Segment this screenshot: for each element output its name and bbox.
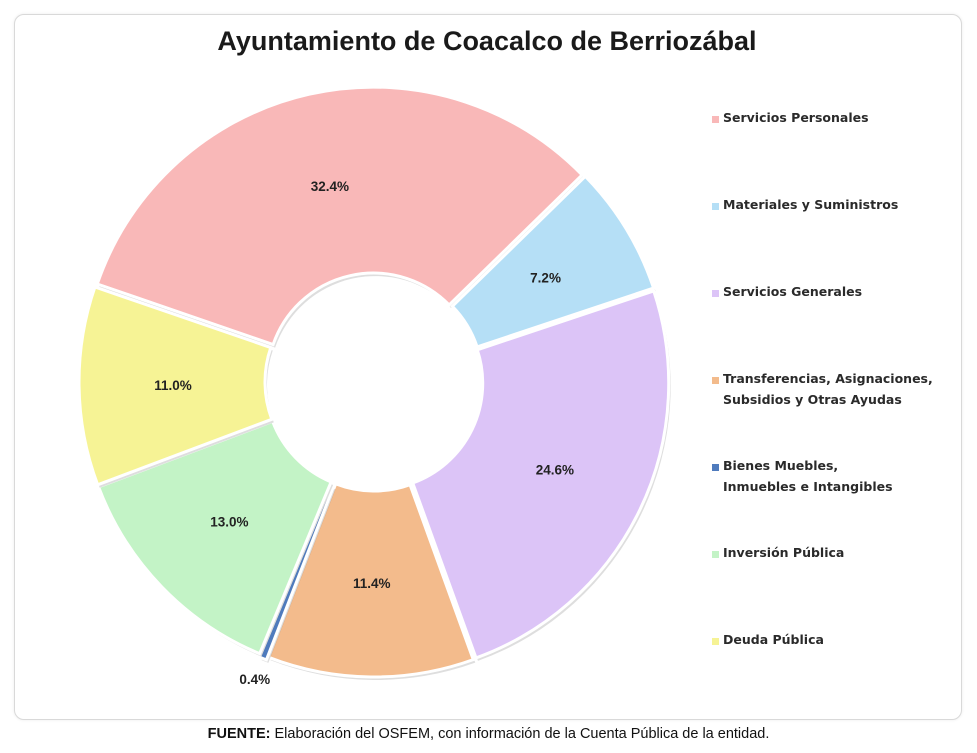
- legend-label-servicios-personales: Servicios Personales: [723, 110, 869, 125]
- slice-servicios-personales: [95, 85, 585, 347]
- legend-label-inversion-publica: Inversión Pública: [723, 545, 845, 560]
- legend-label-materiales-y-suministros: Materiales y Suministros: [723, 197, 899, 212]
- source-text: Elaboración del OSFEM, con información d…: [270, 726, 770, 742]
- slice-deuda-publica: [77, 285, 274, 487]
- legend-label-bienes-muebles-inmuebles-e-intangibles: Bienes Muebles, Inmuebles e Intangibles: [723, 458, 893, 494]
- chart-title: Ayuntamiento de Coacalco de Berriozábal: [217, 26, 757, 56]
- source-label: FUENTE:: [207, 726, 271, 742]
- legend-item-deuda-publica: Deuda Pública: [712, 632, 824, 650]
- slice-materiales-y-suministros: [450, 174, 656, 349]
- legend-label-deuda-publica: Deuda Pública: [723, 632, 824, 647]
- source-footer: FUENTE: Elaboración del OSFEM, con infor…: [0, 726, 977, 742]
- legend-swatch-bienes-muebles-inmuebles-e-intangibles: [712, 464, 719, 471]
- value-label-servicios-generales: 24.6%: [536, 463, 574, 478]
- value-label-transferencias-asignaciones-subsidios-y-otras-ayudas: 11.4%: [353, 576, 391, 591]
- donut-chart: 32.4% 7.2% 24.6% 11.4% 0.4% 13.0% 11.0%: [77, 85, 671, 687]
- legend-item-transferencias-asignaciones-subsidios-y-otras-ayudas: Transferencias, Asignaciones, Subsidios …: [712, 371, 933, 410]
- legend-swatch-materiales-y-suministros: [712, 203, 719, 210]
- slice-inversion-publica: [96, 419, 334, 656]
- legend-item-materiales-y-suministros: Materiales y Suministros: [712, 197, 898, 215]
- legend-item-bienes-muebles-inmuebles-e-intangibles: Bienes Muebles, Inmuebles e Intangibles: [712, 458, 893, 497]
- value-label-servicios-personales: 32.4%: [311, 179, 349, 194]
- legend-swatch-inversion-publica: [712, 551, 719, 558]
- legend-swatch-servicios-generales: [712, 290, 719, 297]
- legend-swatch-transferencias-asignaciones-subsidios-y-otras-ayudas: [712, 377, 719, 384]
- legend-item-servicios-personales: Servicios Personales: [712, 110, 869, 128]
- slice-transferencias-asignaciones-subsidios-y-otras-ayudas: [266, 481, 476, 679]
- value-label-materiales-y-suministros: 7.2%: [530, 270, 561, 285]
- value-label-deuda-publica: 11.0%: [154, 378, 192, 393]
- legend-item-servicios-generales: Servicios Generales: [712, 284, 862, 302]
- slice-servicios-generales: [410, 289, 671, 660]
- legend-item-inversion-publica: Inversión Pública: [712, 545, 844, 563]
- value-label-bienes-muebles-inmuebles-e-intangibles: 0.4%: [239, 672, 270, 687]
- legend-label-servicios-generales: Servicios Generales: [723, 284, 863, 299]
- legend-swatch-deuda-publica: [712, 638, 719, 645]
- value-label-inversion-publica: 13.0%: [210, 515, 248, 530]
- legend-label-transferencias-asignaciones-subsidios-y-otras-ayudas: Transferencias, Asignaciones, Subsidios …: [723, 371, 933, 407]
- legend-swatch-servicios-personales: [712, 116, 719, 123]
- chart-legend: Servicios Personales Materiales y Suminis…: [712, 0, 962, 700]
